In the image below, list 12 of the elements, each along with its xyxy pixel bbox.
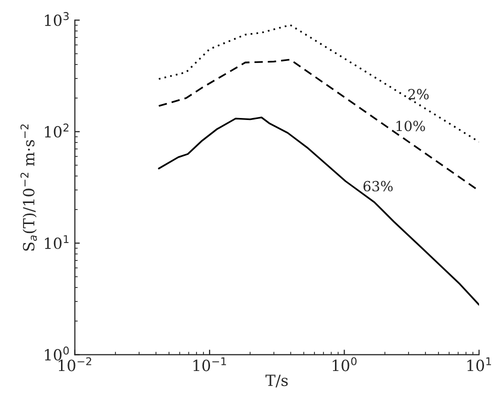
x-tick-label: 10$^{1}$ [467,357,491,372]
annotation: 2% [408,88,429,100]
y-tick-label: 10$^{0}$ [44,346,69,361]
x-tick-label: 10$^{−1}$ [193,357,226,372]
y-axis-title: S$_{a}$(T)/10$^{−2}$ m·s$^{−2}$ [20,124,37,251]
y-tick-label: 10$^{2}$ [44,124,68,138]
x-axis-title: T/s [266,374,288,388]
y-tick-label: 10$^{3}$ [44,12,69,26]
annotation: 63% [363,180,393,192]
x-tick-label: 10$^{0}$ [332,357,357,372]
y-tick-label: 10$^{1}$ [44,235,69,250]
annotation: 10% [396,120,425,132]
